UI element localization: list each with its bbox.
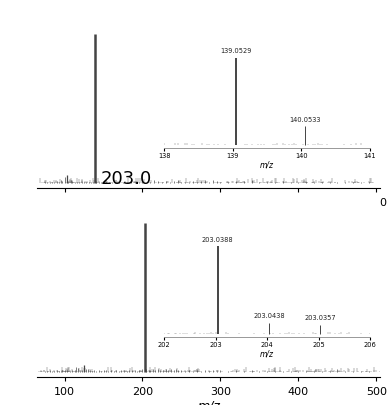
X-axis label: m/z: m/z xyxy=(197,210,220,223)
X-axis label: m/z: m/z xyxy=(197,399,220,405)
Text: 203.0: 203.0 xyxy=(100,169,152,188)
